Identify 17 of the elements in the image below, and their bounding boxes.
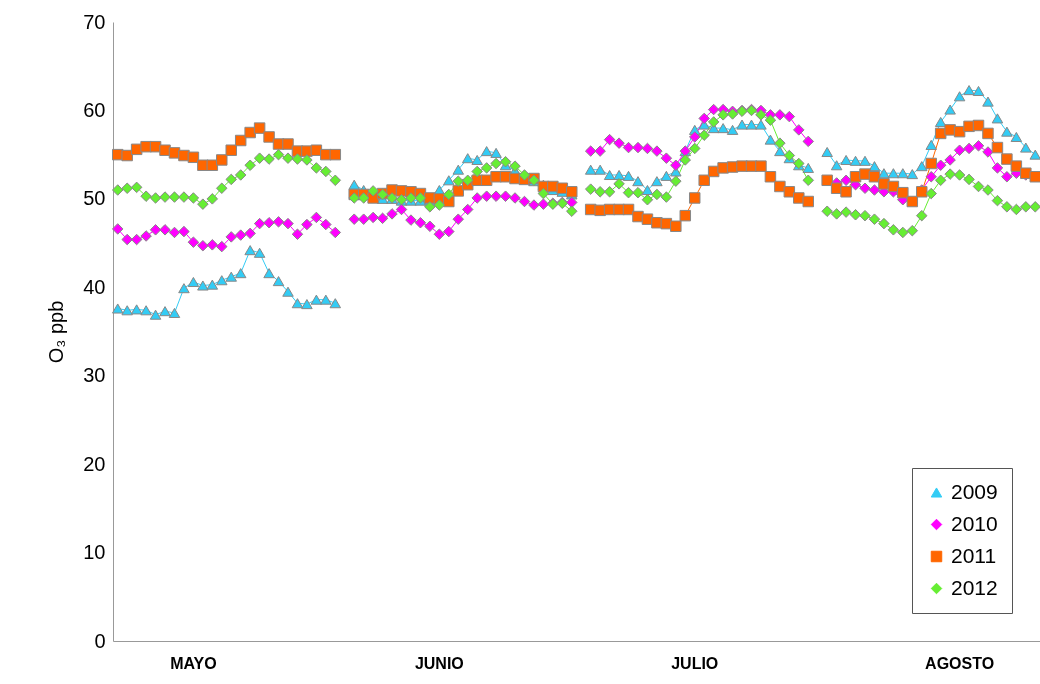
x-tick-label: JULIO xyxy=(671,654,719,672)
legend-label: 2011 xyxy=(951,543,997,567)
y-axis-title: O₃ ppb xyxy=(45,300,68,364)
y-tick-label: 40 xyxy=(83,275,106,298)
x-tick-label: MAYO xyxy=(170,654,217,672)
y-tick-label: 0 xyxy=(94,629,106,652)
y-tick-label: 30 xyxy=(83,364,106,387)
x-tick-label: AGOSTO xyxy=(925,654,995,672)
y-tick-label: 70 xyxy=(83,10,106,33)
legend-label: 2012 xyxy=(951,575,998,599)
x-tick-label: JUNIO xyxy=(414,654,464,672)
legend-label: 2010 xyxy=(951,511,998,535)
y-tick-label: 60 xyxy=(83,98,106,121)
y-tick-label: 50 xyxy=(83,187,106,210)
legend-label: 2009 xyxy=(951,479,998,503)
y-tick-label: 20 xyxy=(83,452,106,475)
y-tick-label: 10 xyxy=(83,541,106,564)
